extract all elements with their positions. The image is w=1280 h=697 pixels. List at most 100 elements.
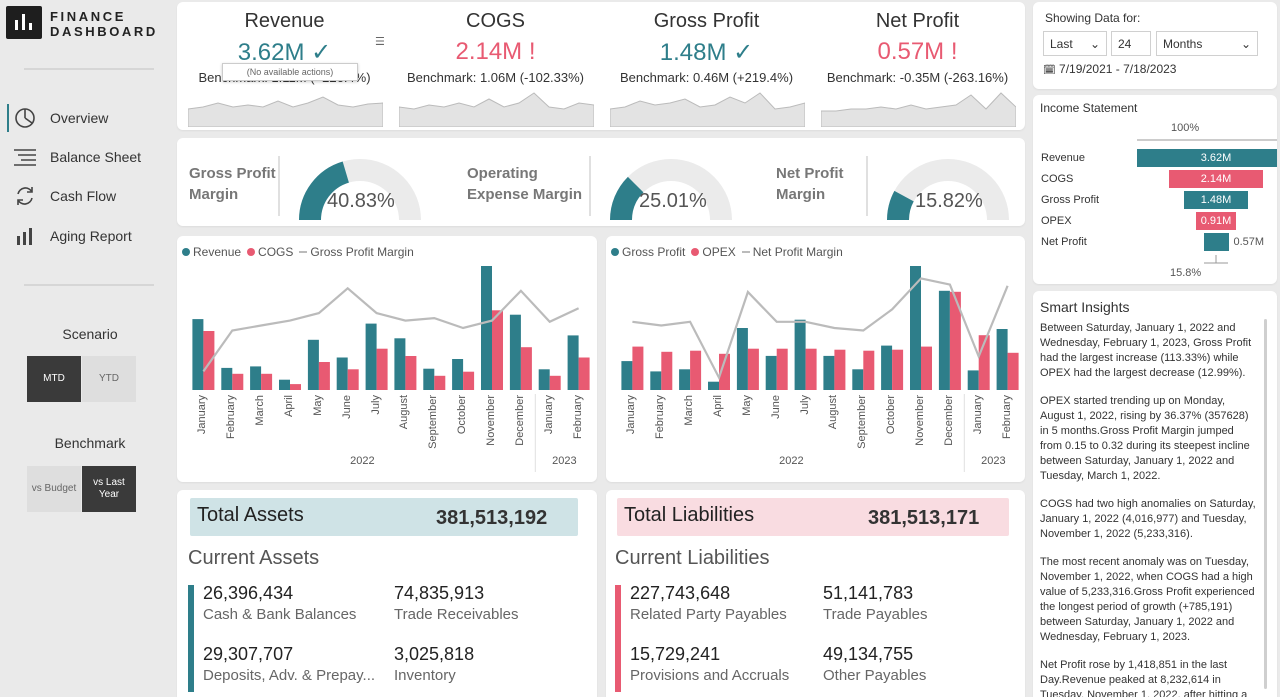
bar-revenue[interactable] [509, 314, 521, 390]
gauge-value: 40.83% [327, 190, 395, 212]
x-tick-label: August [398, 395, 411, 430]
kpi-cogs[interactable]: COGS 2.14M ! Benchmark: 1.06M (-102.33%) [393, 2, 598, 130]
bar-revenue[interactable] [538, 369, 550, 390]
bar-gross-profit[interactable] [765, 355, 777, 390]
bar-gross-profit[interactable] [881, 345, 893, 390]
legend-item[interactable]: Gross Profit Margin [310, 245, 414, 259]
bar-opex[interactable] [921, 346, 932, 390]
bar-opex[interactable] [805, 348, 817, 390]
bar-revenue[interactable] [452, 359, 464, 390]
bar-opex[interactable] [949, 291, 961, 390]
line-net-profit-margin[interactable] [632, 277, 1009, 381]
funnel-bar[interactable]: 1.48M [1183, 191, 1249, 209]
bar-revenue[interactable] [567, 335, 579, 390]
funnel-bar[interactable]: 0.91M [1196, 212, 1236, 230]
funnel-chart[interactable] [1033, 95, 1277, 284]
funnel-bar[interactable]: 2.14M [1169, 170, 1263, 188]
bar-gross-profit[interactable] [621, 361, 633, 390]
item-value: 227,743,648 [630, 583, 731, 603]
bar-opex[interactable] [690, 350, 702, 390]
kpi-net-profit[interactable]: Net Profit 0.57M ! Benchmark: -0.35M (-2… [815, 2, 1020, 130]
bar-cogs[interactable] [318, 362, 330, 390]
bar-opex[interactable] [892, 349, 904, 390]
kpi-gross-profit[interactable]: Gross Profit 1.48M ✓ Benchmark: 0.46M (+… [604, 2, 809, 130]
nav-item-balance-sheet[interactable]: Balance Sheet [12, 143, 162, 171]
combo-chart[interactable] [606, 236, 1025, 482]
bar-gross-profit[interactable] [852, 369, 864, 390]
bar-gross-profit[interactable] [736, 328, 748, 390]
bar-cogs[interactable] [549, 375, 561, 390]
nav-item-aging-report[interactable]: Aging Report [12, 222, 162, 250]
x-tick-label: June [340, 395, 353, 419]
chevron-down-icon: ⌄ [1240, 36, 1251, 51]
bar-opex[interactable] [834, 349, 846, 390]
filter-icon[interactable]: ☰ [375, 36, 385, 48]
chart-legend: Revenue COGS Gross Profit Margin [182, 245, 414, 259]
bar-cogs[interactable] [347, 369, 359, 390]
bar-gross-profit[interactable] [996, 329, 1008, 390]
bar-opex[interactable] [632, 346, 644, 390]
bar-opex[interactable] [661, 351, 673, 390]
scenario-ytd-button[interactable]: YTD [82, 356, 136, 402]
bar-cogs[interactable] [520, 347, 532, 390]
bar-gross-profit[interactable] [708, 381, 719, 390]
funnel-bar[interactable]: 3.62M [1137, 149, 1277, 167]
legend-item[interactable]: Revenue [193, 245, 242, 259]
bar-revenue[interactable] [423, 368, 435, 390]
bar-cogs[interactable] [405, 356, 417, 390]
bar-cogs[interactable] [434, 375, 446, 390]
bar-cogs[interactable] [232, 373, 244, 390]
bar-gross-profit[interactable] [650, 371, 662, 390]
funnel-bar[interactable] [1203, 233, 1229, 251]
x-tick-label: May [311, 395, 324, 416]
line-gross-profit-margin[interactable] [202, 286, 580, 373]
unit-select[interactable]: Months ⌄ [1156, 31, 1258, 56]
nav-item-overview[interactable]: Overview [12, 104, 162, 132]
bar-gross-profit[interactable] [967, 370, 979, 390]
bar-revenue[interactable] [221, 367, 233, 390]
scrollbar[interactable] [1264, 319, 1267, 689]
bar-cogs[interactable] [492, 310, 503, 390]
kpi-title: COGS [466, 10, 525, 32]
bar-gross-profit[interactable] [938, 290, 950, 390]
bar-gross-profit[interactable] [823, 355, 835, 390]
bar-opex[interactable] [1007, 352, 1019, 390]
bar-cogs[interactable] [290, 384, 301, 390]
bar-cogs[interactable] [578, 357, 590, 391]
bar-revenue[interactable] [481, 266, 492, 390]
relative-select[interactable]: Last ⌄ [1043, 31, 1107, 56]
bar-gross-profit[interactable] [910, 266, 921, 390]
bar-opex[interactable] [719, 353, 730, 390]
legend-item[interactable]: Net Profit Margin [752, 245, 843, 259]
scenario-mtd-button[interactable]: MTD [27, 356, 81, 402]
bar-opex[interactable] [747, 348, 759, 390]
bar-cogs[interactable] [463, 371, 475, 390]
bar-revenue[interactable] [307, 339, 319, 390]
bar-revenue[interactable] [279, 379, 290, 390]
bar-cogs[interactable] [203, 331, 215, 390]
bar-gross-profit[interactable] [794, 319, 806, 390]
bar-opex[interactable] [776, 348, 788, 390]
x-tick-label: April [283, 395, 295, 418]
legend-item[interactable]: Gross Profit [622, 245, 686, 259]
bar-opex[interactable] [978, 335, 990, 390]
bar-opex[interactable] [863, 350, 875, 390]
divider [589, 156, 591, 216]
legend-line-icon [741, 251, 750, 253]
bar-gross-profit[interactable] [679, 369, 691, 390]
bar-revenue[interactable] [394, 338, 406, 390]
bar-revenue[interactable] [365, 323, 377, 390]
benchmark-vs-budget-button[interactable]: vs Budget [27, 466, 81, 512]
divider [866, 156, 868, 216]
combo-chart[interactable] [177, 236, 597, 482]
legend-item[interactable]: OPEX [702, 245, 736, 259]
count-input[interactable]: 24 [1111, 31, 1151, 56]
legend-item[interactable]: COGS [258, 245, 294, 259]
benchmark-vs-last-year-button[interactable]: vs Last Year [82, 466, 136, 512]
bar-revenue[interactable] [250, 366, 262, 390]
bar-revenue[interactable] [192, 319, 204, 390]
nav-item-cash-flow[interactable]: Cash Flow [12, 182, 162, 210]
bar-revenue[interactable] [336, 357, 348, 391]
bar-cogs[interactable] [261, 373, 273, 390]
bar-cogs[interactable] [376, 348, 388, 390]
